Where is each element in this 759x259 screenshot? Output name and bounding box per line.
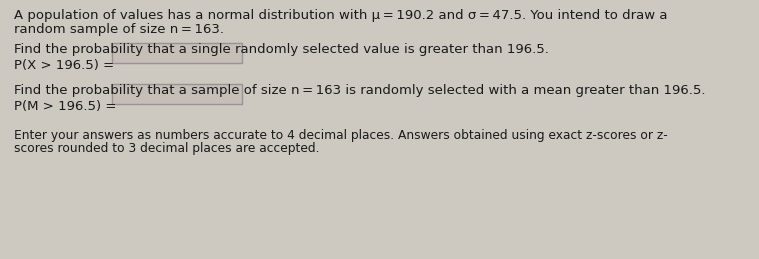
Text: random sample of size n = 163.: random sample of size n = 163. (14, 23, 224, 36)
FancyBboxPatch shape (112, 43, 242, 63)
Text: scores rounded to 3 decimal places are accepted.: scores rounded to 3 decimal places are a… (14, 142, 320, 155)
Text: Find the probability that a sample of size n = 163 is randomly selected with a m: Find the probability that a sample of si… (14, 84, 706, 97)
Text: P(M > 196.5) =: P(M > 196.5) = (14, 100, 116, 113)
FancyBboxPatch shape (112, 84, 242, 104)
Text: P(X > 196.5) =: P(X > 196.5) = (14, 59, 114, 72)
Text: A population of values has a normal distribution with μ = 190.2 and σ = 47.5. Yo: A population of values has a normal dist… (14, 9, 667, 22)
Text: Enter your answers as numbers accurate to 4 decimal places. Answers obtained usi: Enter your answers as numbers accurate t… (14, 129, 668, 142)
Text: Find the probability that a single randomly selected value is greater than 196.5: Find the probability that a single rando… (14, 43, 549, 56)
